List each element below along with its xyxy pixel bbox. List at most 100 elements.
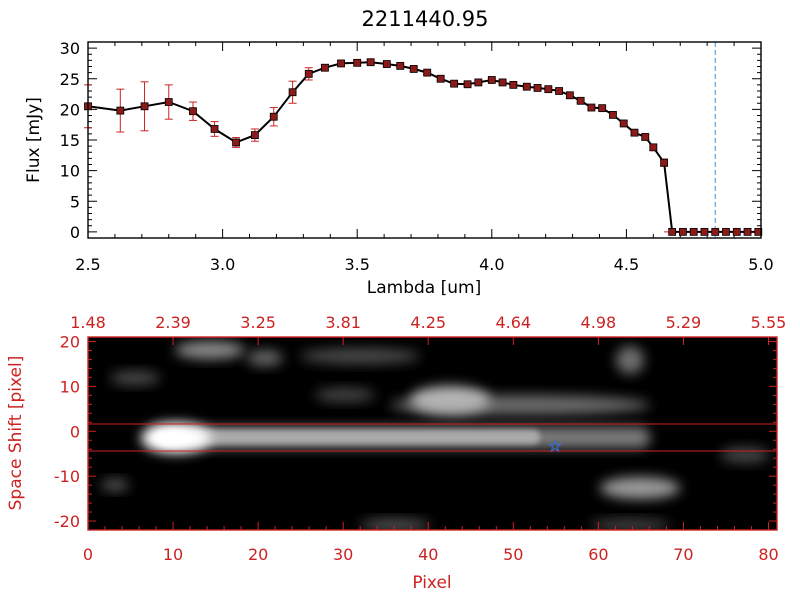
data-point bbox=[743, 227, 752, 236]
image-x-tick-label: 70 bbox=[673, 545, 693, 564]
data-point bbox=[251, 131, 259, 140]
image-x-tick-label: 10 bbox=[163, 545, 183, 564]
image-x-tick-label: 80 bbox=[758, 545, 778, 564]
spectrum-x-tick-label: 4.5 bbox=[614, 255, 639, 274]
image-y-tick-label: -20 bbox=[54, 512, 80, 531]
data-point bbox=[522, 82, 531, 91]
spectrum-x-label: Lambda [um] bbox=[367, 278, 481, 298]
spectrum-panel: 2211440.95 0 5 10 15 20 25 30 2.5 3.0 3.5 4.0 4.5 5… bbox=[24, 7, 774, 298]
data-point bbox=[619, 119, 628, 128]
data-point bbox=[609, 110, 617, 119]
image-frame bbox=[87, 336, 778, 531]
spectrum-y-label: Flux [mJy] bbox=[24, 97, 44, 183]
data-point bbox=[565, 91, 574, 100]
spectrum-data bbox=[84, 42, 763, 238]
image-blob bbox=[616, 346, 644, 374]
image-top-tick-label: 5.55 bbox=[751, 313, 787, 332]
image-trace bbox=[180, 430, 540, 444]
data-point bbox=[754, 227, 763, 236]
spectrum-y-tick-label: 20 bbox=[60, 100, 80, 119]
image-x-tick-label: 50 bbox=[503, 545, 523, 564]
data-point bbox=[409, 65, 418, 73]
spectrum-y-tick-label: 30 bbox=[60, 39, 80, 58]
data-point bbox=[649, 143, 658, 152]
image-blob bbox=[410, 386, 490, 414]
data-point bbox=[630, 128, 639, 137]
data-point bbox=[509, 80, 518, 89]
data-point bbox=[337, 59, 345, 68]
spectrum-y-tick-label: 10 bbox=[60, 162, 80, 181]
data-point bbox=[436, 74, 445, 83]
data-point bbox=[711, 227, 720, 236]
image-x-tick-label: 60 bbox=[588, 545, 608, 564]
data-point bbox=[598, 104, 607, 113]
data-point bbox=[732, 227, 741, 236]
data-point bbox=[487, 76, 496, 84]
data-point bbox=[474, 78, 483, 87]
data-point bbox=[304, 69, 313, 78]
image-x-tick-label: 40 bbox=[418, 545, 438, 564]
data-point bbox=[544, 85, 553, 94]
data-point bbox=[450, 79, 459, 88]
spectrum-y-tick-label: 5 bbox=[70, 192, 80, 211]
image-blob bbox=[720, 447, 770, 463]
image-x-tick-label: 30 bbox=[333, 545, 353, 564]
data-point bbox=[288, 88, 297, 97]
spectrum-frame bbox=[87, 41, 762, 239]
data-point bbox=[140, 102, 149, 111]
spectrum-y-tick-label: 0 bbox=[70, 223, 80, 242]
image-x-axis: 0 10 20 30 40 50 60 70 80 bbox=[83, 522, 779, 564]
data-point bbox=[269, 112, 278, 121]
data-point bbox=[576, 96, 585, 105]
image-y-axis: -20 -10 0 10 20 bbox=[54, 332, 777, 531]
spectrum-x-tick-label: 5.0 bbox=[748, 255, 773, 274]
image-blob bbox=[600, 477, 680, 499]
data-point bbox=[641, 133, 650, 141]
spectrum-series-line bbox=[87, 61, 759, 233]
image-blob bbox=[101, 479, 129, 491]
image-top-tick-label: 3.81 bbox=[325, 313, 361, 332]
spectrum-y-tick-label: 15 bbox=[60, 131, 80, 150]
spectrum-y-axis: 0 5 10 15 20 25 30 bbox=[60, 39, 761, 242]
image-y-tick-label: -10 bbox=[54, 467, 80, 486]
data-point bbox=[555, 87, 563, 95]
spectrum-x-tick-label: 2.5 bbox=[75, 255, 100, 274]
spectrum-x-tick-label: 3.0 bbox=[210, 255, 235, 274]
image-blob bbox=[247, 350, 283, 366]
image-x-tick-label: 20 bbox=[248, 545, 268, 564]
data-point bbox=[463, 80, 472, 89]
image-top-tick-label: 1.48 bbox=[70, 313, 106, 332]
image-y-label: Space Shift [pixel] bbox=[6, 356, 26, 511]
data-point bbox=[498, 78, 507, 87]
data-point bbox=[660, 158, 668, 167]
image-x-tick-label: 0 bbox=[83, 545, 93, 564]
image-y-tick-label: 20 bbox=[60, 332, 80, 351]
data-point bbox=[679, 227, 687, 236]
data-point bbox=[396, 61, 405, 70]
image-top-tick-label: 4.98 bbox=[581, 313, 617, 332]
data-point bbox=[189, 107, 197, 116]
data-point bbox=[668, 227, 677, 236]
data-point bbox=[533, 84, 542, 92]
image-blob bbox=[110, 371, 160, 385]
data-point bbox=[722, 227, 730, 236]
data-point bbox=[382, 60, 391, 68]
image-x-label: Pixel bbox=[412, 573, 451, 593]
image-top-axis: 1.48 2.39 3.25 3.81 4.25 4.64 4.98 5.29 5.55 bbox=[70, 313, 786, 345]
spectrum-x-tick-label: 4.0 bbox=[479, 255, 504, 274]
image-top-tick-label: 3.25 bbox=[240, 313, 276, 332]
image-top-tick-label: 4.25 bbox=[410, 313, 446, 332]
spectrum-x-axis: 2.5 3.0 3.5 4.0 4.5 5.0 bbox=[75, 42, 774, 274]
image-top-tick-label: 5.29 bbox=[666, 313, 702, 332]
spectrum-y-tick-label: 25 bbox=[60, 70, 80, 89]
image-panel: ★ 0 10 20 30 40 50 60 70 80 -20 -10 0 10 20 1.48 2.39… bbox=[6, 313, 786, 593]
chart-title: 2211440.95 bbox=[362, 7, 489, 31]
image-blob bbox=[300, 348, 420, 364]
source-marker-star: ★ bbox=[548, 437, 561, 455]
image-blob bbox=[175, 341, 245, 359]
image-y-tick-label: 10 bbox=[60, 377, 80, 396]
data-point bbox=[353, 58, 362, 67]
data-point bbox=[320, 63, 329, 72]
image-top-tick-label: 2.39 bbox=[155, 313, 191, 332]
